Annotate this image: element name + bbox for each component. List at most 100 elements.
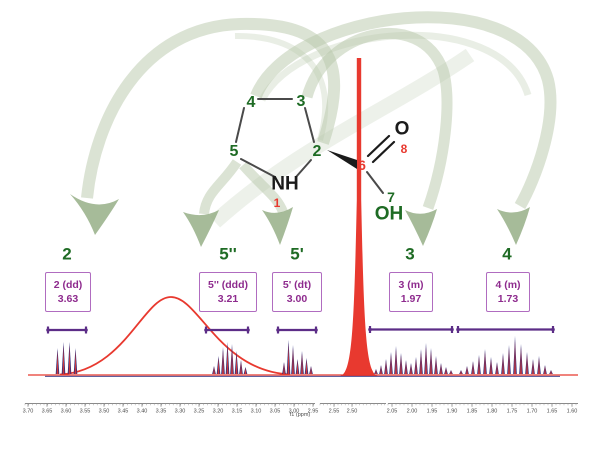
assignment-text: 5' (dt) xyxy=(282,279,312,291)
svg-text:1.95: 1.95 xyxy=(427,409,438,415)
atom-label-6: 6 xyxy=(358,157,366,173)
svg-text:3.40: 3.40 xyxy=(137,409,148,415)
arrow-band-background xyxy=(209,48,475,228)
integral-bars xyxy=(46,326,555,334)
arrowhead-to-peak-3.00 xyxy=(262,207,293,245)
svg-text:1.60: 1.60 xyxy=(567,409,578,415)
atom-label-2: 2 xyxy=(312,143,322,160)
arrow-band-c4-inner xyxy=(258,31,532,102)
svg-text:2.55: 2.55 xyxy=(329,409,340,415)
atom-label-7: 7 xyxy=(387,189,395,205)
assignment-box-1.73: 4 (m) 1.73 xyxy=(486,272,530,312)
axis-ticks: 3.70 3.65 3.60 3.55 3.50 3.45 3.40 3.35 3.30 3.25… xyxy=(23,403,578,415)
svg-text:1.70: 1.70 xyxy=(527,409,538,415)
wedge-bond-c2-c6 xyxy=(327,150,357,169)
integral-bar-1.73 xyxy=(456,326,555,333)
arrow-band-c5b xyxy=(239,161,288,215)
svg-text:3.20: 3.20 xyxy=(213,409,224,415)
svg-text:3.50: 3.50 xyxy=(99,409,110,415)
assignment-arrows xyxy=(81,11,557,228)
svg-text:3.10: 3.10 xyxy=(251,409,262,415)
peak-label-2: 2 xyxy=(62,244,72,264)
svg-text:1.90: 1.90 xyxy=(447,409,458,415)
svg-text:2.95: 2.95 xyxy=(308,409,319,415)
assignment-text: 5'' (ddd) xyxy=(208,279,248,291)
solvent-tall-peak xyxy=(340,58,378,376)
molecule-bonds xyxy=(235,98,384,194)
assignment-text: 2 (dd) xyxy=(53,279,83,291)
peak-label-5dprime: 5'' xyxy=(219,244,237,264)
assignment-box-1.97: 3 (m) 1.97 xyxy=(389,272,433,312)
arrow-band-c5a xyxy=(199,159,242,215)
svg-text:3.05: 3.05 xyxy=(270,409,281,415)
svg-text:2.50: 2.50 xyxy=(347,409,358,415)
assignment-shift: 1.73 xyxy=(497,293,519,305)
svg-text:3.45: 3.45 xyxy=(118,409,129,415)
atom-label-oh: OH xyxy=(374,203,404,225)
svg-text:1.80: 1.80 xyxy=(487,409,498,415)
assignment-shift: 3.63 xyxy=(57,293,79,305)
svg-text:3.30: 3.30 xyxy=(175,409,186,415)
integral-bar-1.97 xyxy=(368,326,454,333)
assignment-box-3.21: 5'' (ddd) 3.21 xyxy=(199,272,257,312)
solvent-satellite-right xyxy=(364,367,374,375)
atom-label-1: 1 xyxy=(273,196,281,210)
multiplet-clusters xyxy=(55,336,553,374)
peak-label-3: 3 xyxy=(405,244,415,264)
arrow-band-c2-inner xyxy=(234,32,328,141)
arrowhead-to-peak-1.73 xyxy=(497,207,530,245)
bond-c6-o-double-1 xyxy=(366,134,391,158)
solvent-satellite-left xyxy=(344,367,354,375)
arrow-band-c4 xyxy=(250,11,557,209)
atom-label-4: 4 xyxy=(246,94,256,111)
svg-text:2.05: 2.05 xyxy=(387,409,398,415)
svg-text:3.25: 3.25 xyxy=(194,409,205,415)
arrowhead-to-peak-1.97 xyxy=(405,209,437,246)
svg-text:2.00: 2.00 xyxy=(407,409,418,415)
svg-text:1.85: 1.85 xyxy=(467,409,478,415)
integral-bar-3.63 xyxy=(46,326,88,334)
atom-label-3: 3 xyxy=(296,93,306,110)
arrowhead-to-peak-3.21 xyxy=(183,210,219,247)
bond-c4-c5 xyxy=(235,107,245,143)
atom-label-8: 8 xyxy=(400,142,408,156)
assignment-box-3.00: 5' (dt) 3.00 xyxy=(272,272,322,312)
peak-label-5prime: 5' xyxy=(290,244,304,264)
solvent-peaks xyxy=(28,58,578,376)
assignment-shift: 1.97 xyxy=(400,293,422,305)
svg-text:3.60: 3.60 xyxy=(61,409,72,415)
bond-c6-oh xyxy=(366,171,384,194)
svg-text:1.75: 1.75 xyxy=(507,409,518,415)
svg-text:3.70: 3.70 xyxy=(23,409,34,415)
bond-c3-c2 xyxy=(304,107,315,143)
assignment-shift: 3.21 xyxy=(217,293,239,305)
atom-label-5: 5 xyxy=(229,143,239,160)
arrowhead-to-peak-3.63 xyxy=(70,194,119,235)
axis-xlabel: f1 (ppm) xyxy=(289,412,311,418)
assignment-text: 4 (m) xyxy=(495,279,521,291)
assignment-arrowheads xyxy=(70,194,530,247)
peak-label-4: 4 xyxy=(502,244,512,264)
assignment-shift: 3.00 xyxy=(286,293,308,305)
arrow-band-c2 xyxy=(81,17,341,199)
atom-label-o: O xyxy=(394,118,410,140)
arrow-band-c3 xyxy=(301,28,453,210)
svg-text:3.55: 3.55 xyxy=(80,409,91,415)
integral-bar-ends xyxy=(46,327,555,332)
svg-text:3.65: 3.65 xyxy=(42,409,53,415)
water-broad-peak xyxy=(59,296,291,376)
svg-text:3.35: 3.35 xyxy=(156,409,167,415)
molecule-bonds-dark xyxy=(366,134,396,164)
assignment-text: 3 (m) xyxy=(398,279,424,291)
svg-text:1.65: 1.65 xyxy=(547,409,558,415)
integral-bar-3.00 xyxy=(276,326,318,334)
bond-c5-n xyxy=(240,158,276,178)
bond-c6-o-double-2 xyxy=(371,140,396,164)
assignment-box-3.63: 2 (dd) 3.63 xyxy=(45,272,91,312)
svg-text:3.00: 3.00 xyxy=(289,409,300,415)
bond-c2-n xyxy=(295,159,312,178)
svg-text:3.15: 3.15 xyxy=(232,409,243,415)
atom-label-nh: NH xyxy=(271,173,299,195)
